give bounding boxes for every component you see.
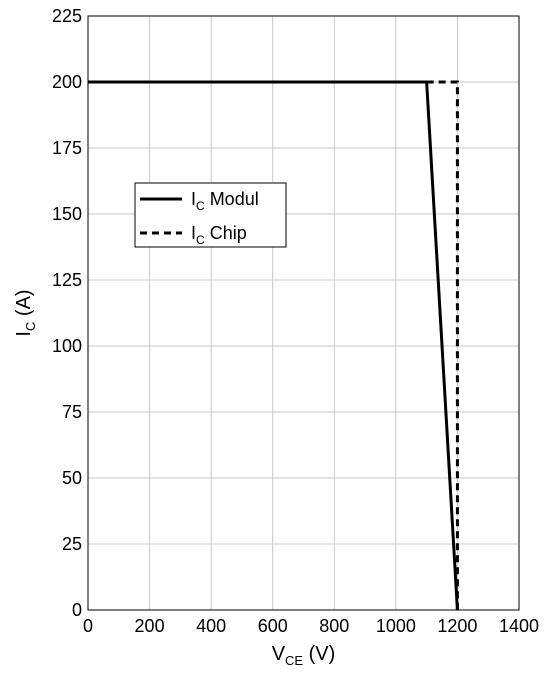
y-tick-label: 175 <box>52 138 82 158</box>
series-lines <box>88 80 459 611</box>
y-axis-title: IC (A) <box>13 289 38 336</box>
y-tick-label: 200 <box>52 72 82 92</box>
x-axis-title-unit: (V) <box>303 643 335 665</box>
x-axis-title: VCE (V) <box>272 643 336 668</box>
legend-label-chip-rest: Chip <box>205 223 247 243</box>
y-axis-title-unit: (A) <box>13 289 35 321</box>
legend-label-modul-sub: C <box>196 199 205 213</box>
y-tick-label: 50 <box>62 468 82 488</box>
legend-label-modul-rest: Modul <box>205 189 259 209</box>
y-tick-label: 75 <box>62 402 82 422</box>
y-tick-label: 25 <box>62 534 82 554</box>
x-tick-label: 1200 <box>437 616 477 636</box>
legend-label-modul-main: I <box>191 189 196 209</box>
x-tick-label: 1000 <box>376 616 416 636</box>
y-tick-label: 100 <box>52 336 82 356</box>
legend-label-chip-main: I <box>191 223 196 243</box>
legend-label-chip-sub: C <box>196 233 205 247</box>
x-tick-label: 0 <box>83 616 93 636</box>
plot-frame <box>87 15 520 611</box>
x-tick-label: 200 <box>135 616 165 636</box>
legend-label-chip: IC Chip <box>191 223 247 247</box>
x-tick-label: 400 <box>196 616 226 636</box>
x-tick-label: 800 <box>319 616 349 636</box>
legend-box <box>134 182 287 248</box>
x-tick-labels: 0 200 400 600 800 1000 1200 1400 <box>83 616 539 636</box>
legend-label-modul: IC Modul <box>191 189 259 213</box>
y-tick-label: 225 <box>52 6 82 26</box>
y-tick-label: 0 <box>72 600 82 620</box>
y-tick-label: 125 <box>52 270 82 290</box>
y-axis-title-main: I <box>13 331 35 337</box>
y-tick-label: 150 <box>52 204 82 224</box>
x-tick-label: 1400 <box>499 616 539 636</box>
x-axis-title-main: V <box>272 643 286 665</box>
y-tick-labels: 0 25 50 75 100 125 150 175 200 225 <box>52 6 82 620</box>
y-axis-title-sub: C <box>23 322 38 331</box>
x-axis-title-sub: CE <box>285 653 303 668</box>
x-tick-label: 600 <box>258 616 288 636</box>
legend: IC Modul IC Chip <box>134 182 287 248</box>
series-line-chip <box>426 80 459 610</box>
